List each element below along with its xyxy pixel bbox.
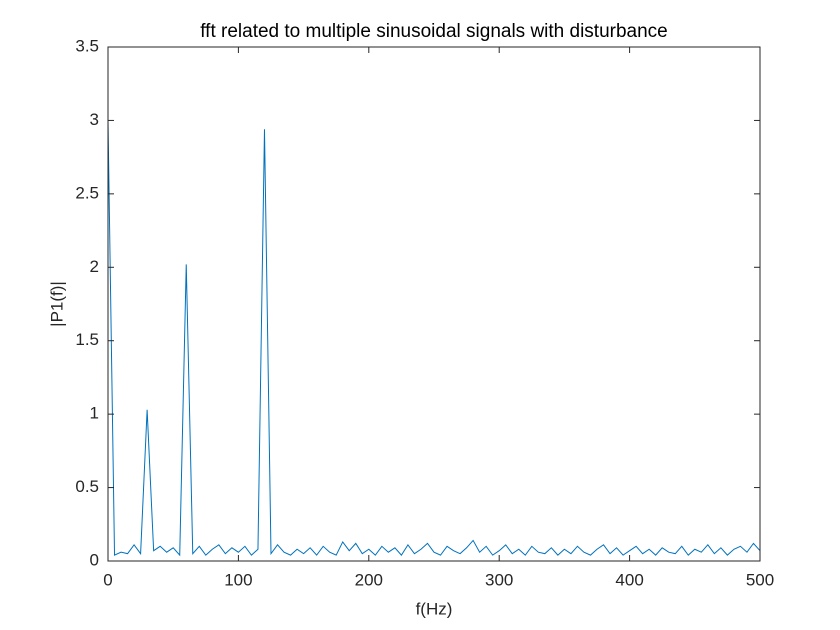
x-tick-label: 100 — [224, 570, 252, 589]
x-tick-label: 500 — [746, 570, 774, 589]
y-tick-label: 0.5 — [75, 477, 99, 496]
axes-box — [107, 46, 761, 562]
x-tick-label: 400 — [615, 570, 643, 589]
y-tick-label: 3 — [90, 110, 99, 129]
x-tick-label: 300 — [485, 570, 513, 589]
y-tick-label: 1 — [90, 404, 99, 423]
y-tick-label: 3.5 — [75, 36, 99, 55]
x-tick-label: 200 — [355, 570, 383, 589]
y-tick-label: 2.5 — [75, 183, 99, 202]
y-axis-label: |P1(f)| — [47, 281, 66, 327]
data-line — [107, 120, 761, 557]
chart-title: fft related to multiple sinusoidal signa… — [200, 21, 668, 42]
x-axis-label: f(Hz) — [416, 599, 453, 618]
y-tick-label: 2 — [90, 257, 99, 276]
y-tick-label: 0 — [90, 550, 99, 569]
y-tick-label: 1.5 — [75, 330, 99, 349]
x-tick-label: 0 — [103, 570, 112, 589]
